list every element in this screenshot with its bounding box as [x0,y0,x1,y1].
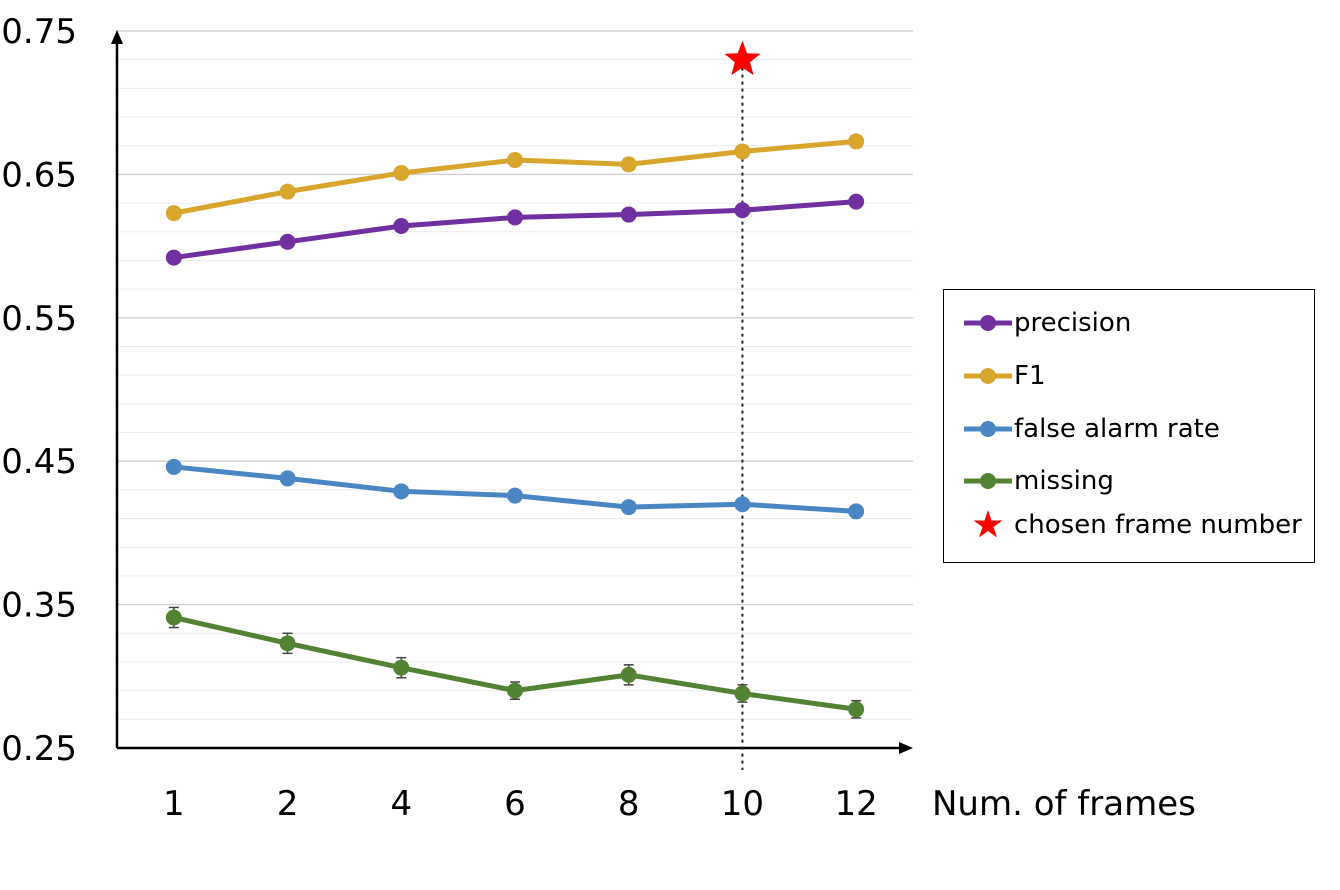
legend-item-precision: precision [964,306,1131,340]
series-false-alarm-rate [165,458,865,520]
y-tick-label: 0.35 [1,586,77,626]
legend-label-false-alarm-rate: false alarm rate [1014,414,1220,444]
data-point [620,666,637,683]
legend-item-chosen-frame-number: chosen frame number [964,508,1302,542]
axes [111,30,913,754]
series-precision [165,193,865,266]
data-point [620,499,637,516]
data-point [507,682,523,699]
data-point [279,183,296,200]
y-axis-tick-labels: 0.25 0.35 0.45 0.55 0.65 0.75 [1,12,77,769]
data-point [848,503,865,520]
data-point [165,609,182,626]
legend-label-precision: precision [1014,308,1132,338]
data-point [279,635,296,652]
legend-swatch-precision [964,306,1012,340]
x-tick-label: 6 [504,784,526,824]
data-point [279,470,296,487]
legend-swatch-false-alarm-rate [964,412,1012,446]
legend-item-missing: missing [964,464,1114,498]
data-point [279,233,296,250]
legend-item-f1: F1 [964,359,1046,393]
legend: precision F1 false alarm rate missing ch… [943,289,1315,563]
data-point [620,156,637,173]
series-missing [165,606,865,719]
data-point [507,487,523,504]
data-point [507,209,523,226]
y-tick-label: 0.75 [1,12,77,52]
y-tick-label: 0.45 [1,442,77,482]
y-axis-arrow [111,30,123,44]
data-point [393,659,410,676]
data-point [620,206,637,223]
data-point [507,152,523,169]
data-point [165,249,182,266]
data-point [393,218,410,235]
series-group [165,133,865,719]
y-tick-label: 0.25 [1,729,77,769]
legend-swatch-missing [964,464,1012,498]
y-tick-label: 0.65 [1,155,77,195]
x-tick-label: 8 [618,784,640,824]
legend-label-chosen-frame-number: chosen frame number [1014,510,1302,540]
x-axis-label: Num. of frames [932,784,1196,824]
x-axis-arrow [899,742,913,754]
data-point [734,202,751,219]
data-point [734,496,751,513]
data-point [848,133,865,150]
x-axis-tick-labels: 1 2 4 6 8 10 12 [163,784,878,824]
data-point [165,205,182,222]
legend-item-false-alarm-rate: false alarm rate [964,412,1220,446]
star-icon [724,40,761,76]
series-f1 [165,133,865,222]
data-point [734,143,751,160]
data-point [848,193,865,210]
x-tick-label: 1 [163,784,185,824]
y-tick-label: 0.55 [1,299,77,339]
x-tick-label: 12 [835,784,878,824]
x-tick-label: 4 [390,784,412,824]
gridlines [117,30,913,720]
chosen-frame-marker [724,40,761,76]
legend-swatch-f1 [964,359,1012,393]
legend-swatch-star-icon [964,508,1012,542]
x-tick-label: 2 [277,784,299,824]
data-point [393,483,410,500]
legend-label-f1: F1 [1014,361,1046,391]
data-point [848,701,865,718]
legend-label-missing: missing [1014,466,1114,496]
x-tick-label: 10 [721,784,764,824]
data-point [165,458,182,475]
data-point [734,685,751,702]
data-point [393,164,410,181]
